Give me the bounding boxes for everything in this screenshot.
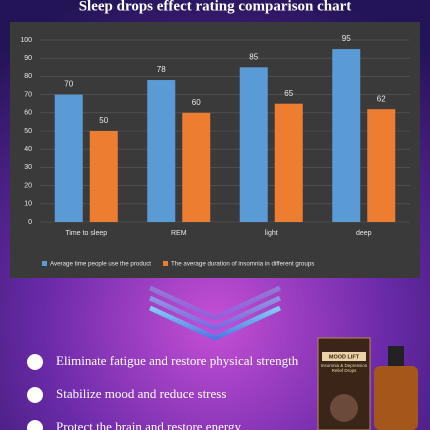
product-image: MOOD LIFT Insomnia & Depression Relief D… [317,337,418,430]
bar [274,103,303,222]
y-tick-label: 0 [28,219,32,226]
bullet-dot [27,354,43,370]
benefit-list: Eliminate fatigue and restore physical s… [27,353,299,430]
bar [89,131,118,222]
product-desc-box: Insomnia & Depression Relief Drops [320,363,368,373]
y-tick-label: 80 [24,73,32,80]
bar [182,112,211,222]
data-label: 85 [249,52,258,61]
chevron [148,285,282,341]
bullet-dot [27,420,43,430]
bullet-dot [27,387,43,403]
benefit-text: Eliminate fatigue and restore physical s… [56,353,299,368]
data-label: 78 [157,65,166,74]
bar [332,49,361,222]
x-tick-label: light [265,230,278,237]
legend-label: Average time people use the product [50,261,151,268]
y-tick-label: 20 [24,182,32,189]
product-name: MOOD LIFT [329,354,360,360]
product-label [322,352,366,361]
data-label: 50 [99,116,108,125]
y-tick-label: 90 [24,55,32,62]
y-tick-label: 40 [24,146,32,153]
x-tick-label: REM [171,230,187,237]
bottle-cap [388,346,404,366]
y-tick-label: 100 [20,37,32,44]
chart: 0 10 20 30 40 50 60 70 80 90 100 Time to sleep 70 50 R… [20,34,410,268]
x-tick-label: Time to sleep [65,230,107,237]
legend-swatch [42,261,47,266]
legend-swatch [163,261,169,266]
bar [239,67,268,222]
bar [367,109,396,222]
y-tick-label: 70 [24,91,32,98]
product-description: Insomnia & Depression Relief Drops [320,363,368,373]
product-art [330,394,358,422]
y-tick-label: 60 [24,110,32,117]
title: Sleep drops effect rating comparison cha… [79,0,352,14]
data-label: 95 [342,34,351,43]
benefit-text: Stabilize mood and reduce stress [56,386,226,401]
x-tick-label: deep [356,230,372,237]
data-label: 65 [284,89,293,98]
bottle [374,366,418,430]
data-label: 60 [192,98,201,107]
legend-label: The average duration of insomnia in diff… [171,261,314,268]
y-tick-label: 10 [24,201,32,208]
benefit-text: Protect the brain and restore energy [56,419,241,430]
data-label: 70 [64,80,73,89]
y-tick-label: 30 [24,164,32,171]
data-label: 62 [377,94,386,103]
y-tick-label: 50 [24,128,32,135]
bar [54,94,83,222]
bar [147,80,176,222]
